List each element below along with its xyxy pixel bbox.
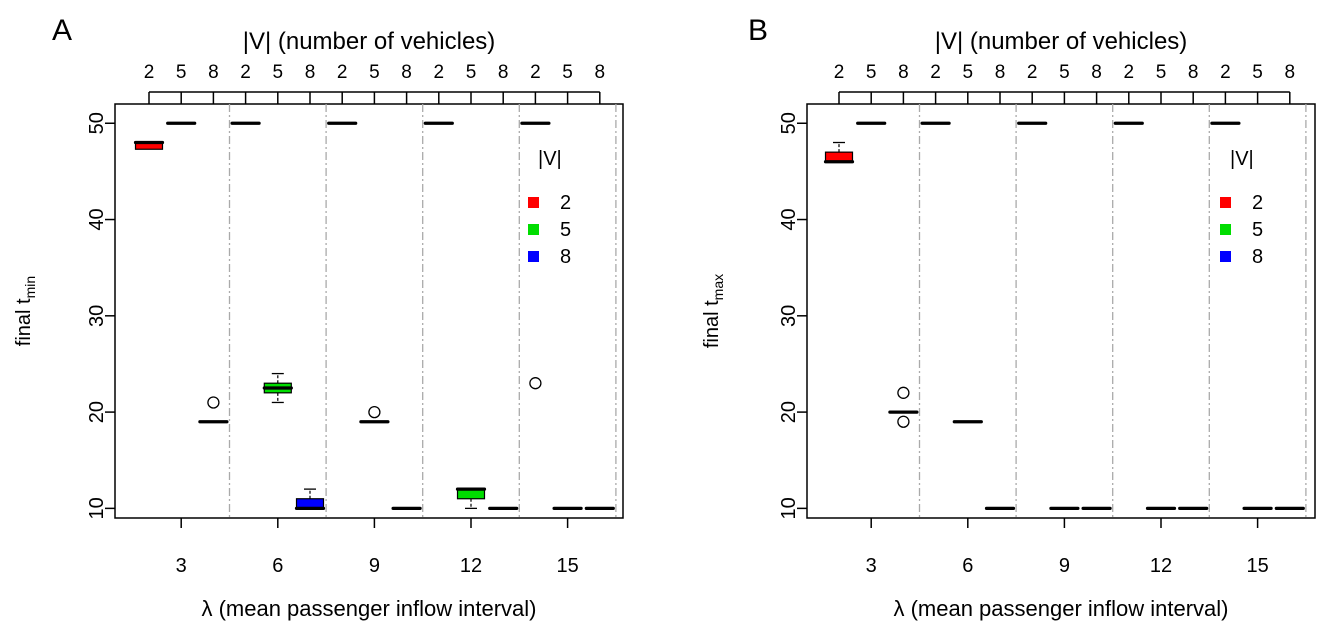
box-group xyxy=(262,372,293,404)
legend-swatch xyxy=(1220,251,1231,262)
box-group xyxy=(359,405,390,424)
legend-title: |V| xyxy=(1230,148,1254,170)
top-tick-label: 8 xyxy=(898,62,909,83)
y-tick-label: 40 xyxy=(778,208,800,230)
outlier-point xyxy=(897,386,910,399)
top-tick-label: 2 xyxy=(930,62,941,83)
top-tick-label: 5 xyxy=(466,62,477,83)
y-tick-label: 50 xyxy=(778,112,800,134)
top-tick-label: 5 xyxy=(963,62,974,83)
legend-label: 2 xyxy=(560,192,571,214)
top-tick-label: 8 xyxy=(1188,62,1199,83)
top-tick-label: 2 xyxy=(834,62,845,83)
x-tick-label: 3 xyxy=(866,555,877,577)
plot-frame xyxy=(806,103,1316,519)
box-group xyxy=(888,386,919,428)
top-tick-label: 2 xyxy=(1027,62,1038,83)
x-tick-label: 6 xyxy=(272,555,283,577)
y-axis-title-main: final t xyxy=(701,300,723,348)
legend-swatch xyxy=(1220,197,1231,208)
top-tick-label: 8 xyxy=(305,62,316,83)
y-axis-title-sub: max xyxy=(710,274,726,300)
x-tick-label: 15 xyxy=(1246,555,1268,577)
x-tick-label: 12 xyxy=(460,555,482,577)
panel-label: A xyxy=(52,14,72,47)
y-tick-label: 20 xyxy=(86,401,108,423)
top-tick-label: 5 xyxy=(562,62,573,83)
x-tick-label: 12 xyxy=(1150,555,1172,577)
y-axis-title: final tmax xyxy=(701,274,726,348)
legend-label: 5 xyxy=(560,219,571,241)
panel-label: B xyxy=(748,14,768,47)
top-tick-label: 8 xyxy=(595,62,606,83)
top-tick-label: 5 xyxy=(369,62,380,83)
top-tick-label: 2 xyxy=(434,62,445,83)
top-tick-label: 8 xyxy=(1091,62,1102,83)
y-tick-label: 30 xyxy=(778,305,800,327)
y-tick-label: 20 xyxy=(778,401,800,423)
y-axis-title-main: final t xyxy=(13,298,35,346)
legend-label: 8 xyxy=(560,246,571,268)
outlier-point xyxy=(529,377,542,390)
top-tick-label: 8 xyxy=(401,62,412,83)
top-tick-label: 8 xyxy=(995,62,1006,83)
top-tick-label: 2 xyxy=(1124,62,1135,83)
legend-label: 8 xyxy=(1252,246,1263,268)
x-tick-label: 6 xyxy=(962,555,973,577)
legend-swatch xyxy=(528,251,539,262)
top-tick-label: 5 xyxy=(1252,62,1263,83)
legend-swatch xyxy=(528,224,539,235)
y-tick-label: 10 xyxy=(86,497,108,519)
legend-title: |V| xyxy=(538,148,562,170)
box-group xyxy=(133,140,165,150)
outlier-point xyxy=(368,405,381,419)
x-tick-label: 9 xyxy=(369,555,380,577)
x-tick-label: 3 xyxy=(176,555,187,577)
y-axis-title: final tmin xyxy=(13,276,38,346)
box-group xyxy=(198,396,229,424)
y-tick-label: 40 xyxy=(86,208,108,230)
top-tick-label: 2 xyxy=(530,62,541,83)
y-tick-label: 10 xyxy=(778,497,800,519)
box-group xyxy=(520,121,551,390)
outlier-point xyxy=(897,415,910,428)
y-tick-label: 30 xyxy=(86,305,108,327)
x-tick-label: 9 xyxy=(1059,555,1070,577)
top-tick-label: 5 xyxy=(866,62,877,83)
top-tick-label: 2 xyxy=(1220,62,1231,83)
top-tick-label: 8 xyxy=(1285,62,1296,83)
top-tick-label: 2 xyxy=(240,62,251,83)
box-group xyxy=(823,141,855,164)
legend-label: 5 xyxy=(1252,219,1263,241)
panel-b: B |V| (number of vehicles) λ (mean passe… xyxy=(701,14,1316,621)
top-tick-label: 5 xyxy=(273,62,284,83)
top-tick-label: 2 xyxy=(144,62,155,83)
legend-label: 2 xyxy=(1252,192,1263,214)
x-axis-title: λ (mean passenger inflow interval) xyxy=(201,596,536,621)
outlier-point xyxy=(207,396,220,409)
top-axis-title: |V| (number of vehicles) xyxy=(243,28,496,55)
y-tick-label: 50 xyxy=(86,112,108,134)
panel-a: A |V| (number of vehicles) λ (mean passe… xyxy=(13,14,624,621)
top-tick-label: 8 xyxy=(498,62,509,83)
box-group xyxy=(294,488,326,510)
top-axis-title: |V| (number of vehicles) xyxy=(935,28,1188,55)
x-axis-title: λ (mean passenger inflow interval) xyxy=(893,596,1228,621)
top-tick-label: 5 xyxy=(176,62,187,83)
legend-swatch xyxy=(528,197,539,208)
legend-swatch xyxy=(1220,224,1231,235)
y-axis-title-sub: min xyxy=(22,276,38,299)
top-tick-label: 2 xyxy=(337,62,348,83)
top-tick-label: 5 xyxy=(1156,62,1167,83)
box-group xyxy=(455,487,487,510)
x-tick-label: 15 xyxy=(556,555,578,577)
top-tick-label: 8 xyxy=(208,62,219,83)
top-tick-label: 5 xyxy=(1059,62,1070,83)
plot-frame xyxy=(114,103,624,519)
